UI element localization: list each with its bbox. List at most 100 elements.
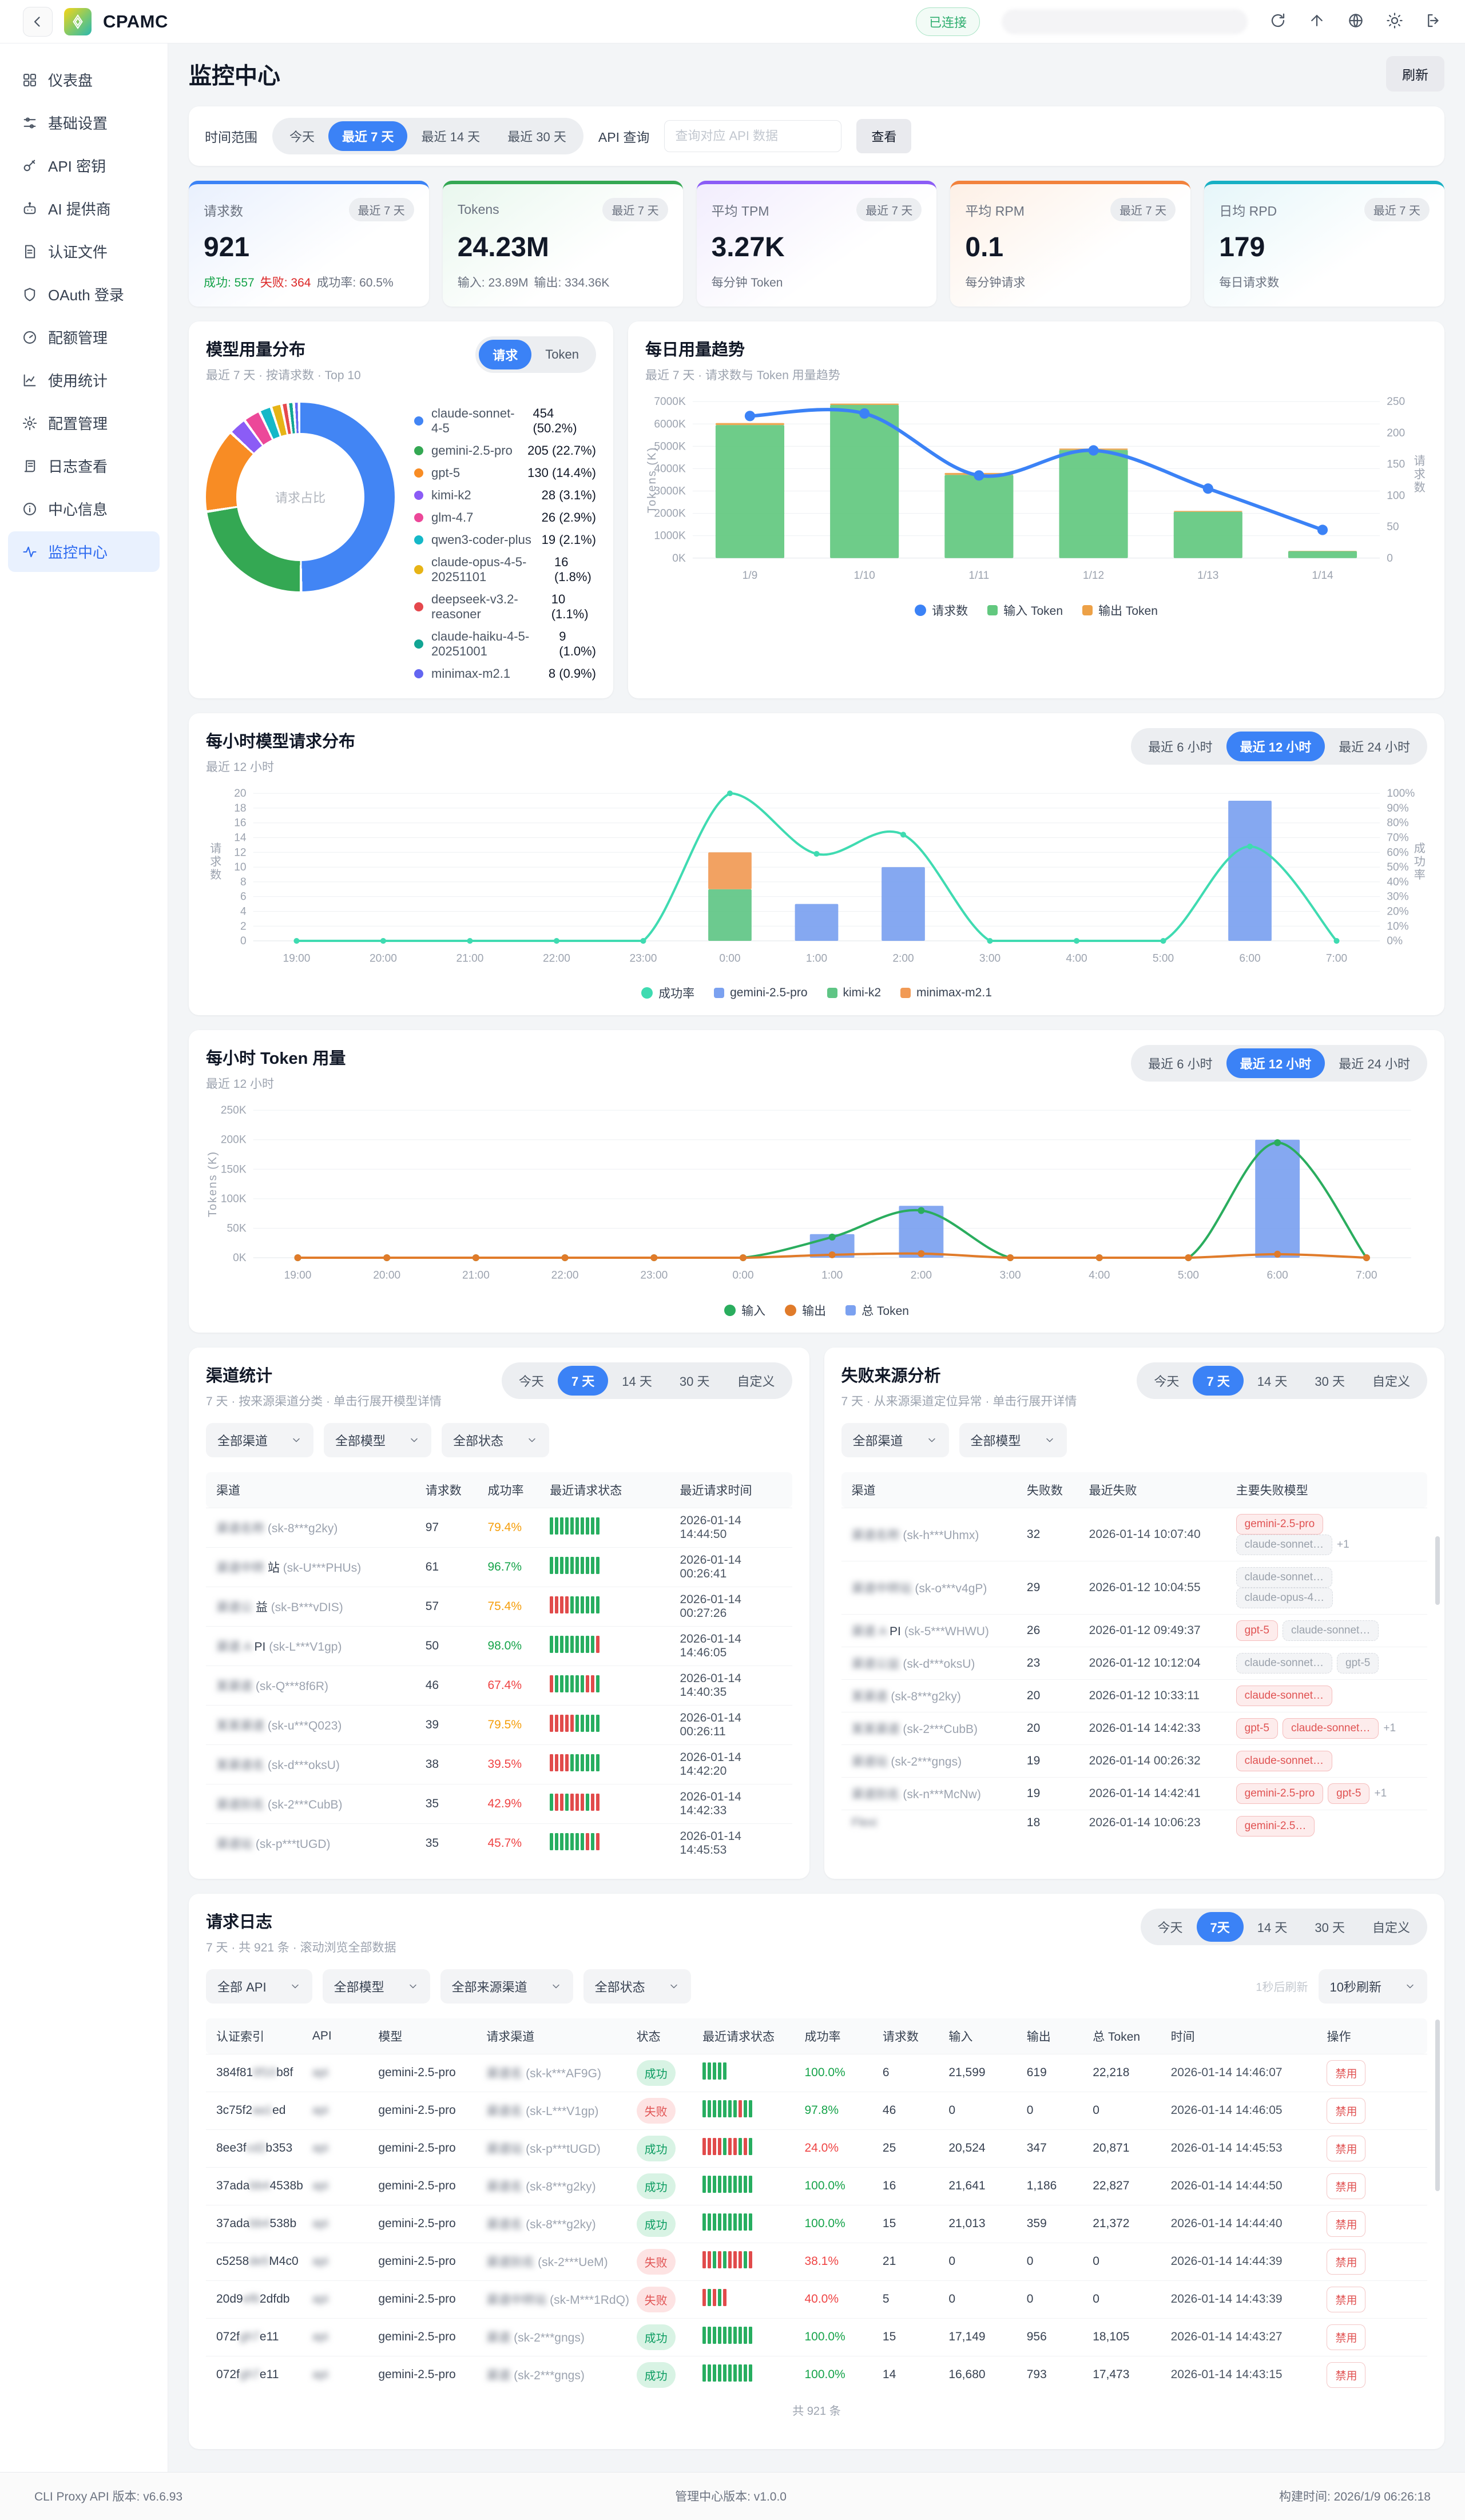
range-tab[interactable]: 7 天	[1193, 1366, 1243, 1396]
filter-select[interactable]: 全部模型	[959, 1423, 1067, 1457]
table-row[interactable]: 某某渠道 (sk-u***Q023) 39 79.5% 2026-01-14 0…	[206, 1705, 792, 1744]
legend-item[interactable]: 请求数	[915, 602, 968, 619]
range-tab[interactable]: 自定义	[723, 1366, 788, 1396]
range-tab[interactable]: 30 天	[666, 1366, 724, 1396]
range-tab[interactable]: 今天	[1140, 1366, 1193, 1396]
range-tab[interactable]: 14 天	[1244, 1912, 1301, 1942]
table-row[interactable]: 某渠道 (sk-8***g2ky) 20 2026-01-12 10:33:11…	[841, 1679, 1428, 1712]
table-row[interactable]: 072fgh7e11 api gemini-2.5-pro 渠道 (sk-2**…	[206, 2356, 1427, 2394]
model-legend-row[interactable]: glm-4.7 26 (2.9%)	[414, 510, 596, 525]
disable-button[interactable]: 禁用	[1327, 2362, 1365, 2388]
legend-item[interactable]: 输出 Token	[1082, 602, 1158, 619]
range-tab[interactable]: 14 天	[608, 1366, 666, 1396]
filter-select[interactable]: 全部模型	[323, 1969, 430, 2004]
table-row[interactable]: 20d9ef62dfdb api gemini-2.5-pro 渠道中转站 (s…	[206, 2280, 1427, 2318]
sidebar-item[interactable]: 认证文件	[8, 231, 160, 272]
hourly-range-tab[interactable]: 最近 6 小时	[1134, 1048, 1226, 1078]
disable-button[interactable]: 禁用	[1327, 2287, 1365, 2312]
model-legend-row[interactable]: qwen3-coder-plus 19 (2.1%)	[414, 532, 596, 547]
table-row[interactable]: 渠道站 (sk-p***tUGD) 35 45.7% 2026-01-14 14…	[206, 1823, 792, 1863]
time-range-tab[interactable]: 今天	[276, 121, 328, 151]
legend-item[interactable]: gemini-2.5-pro	[714, 986, 807, 1000]
legend-item[interactable]: minimax-m2.1	[900, 986, 992, 1000]
model-legend-row[interactable]: claude-haiku-4-5-20251001 9 (1.0%)	[414, 629, 596, 659]
model-legend-row[interactable]: kimi-k2 28 (3.1%)	[414, 488, 596, 503]
table-row[interactable]: 渠道站 (sk-2***gngs) 19 2026-01-14 00:26:32…	[841, 1744, 1428, 1777]
sidebar-item[interactable]: 使用统计	[8, 360, 160, 400]
table-row[interactable]: 渠道中转站 (sk-o***v4gP) 29 2026-01-12 10:04:…	[841, 1561, 1428, 1614]
model-legend-row[interactable]: minimax-m2.1 8 (0.9%)	[414, 666, 596, 681]
sidebar-item[interactable]: 基础设置	[8, 102, 160, 143]
refresh-icon[interactable]	[1269, 12, 1287, 31]
api-query-input[interactable]	[664, 120, 841, 152]
model-legend-row[interactable]: claude-sonnet-4-5 454 (50.2%)	[414, 406, 596, 436]
model-legend-row[interactable]: gpt-5 130 (14.4%)	[414, 466, 596, 480]
filter-select[interactable]: 全部来源渠道	[440, 1969, 573, 2004]
table-row[interactable]: 某渠道名 (sk-d***oksU) 38 39.5% 2026-01-14 1…	[206, 1744, 792, 1784]
table-row[interactable]: 渠道名称 (sk-8***g2ky) 97 79.4% 2026-01-14 1…	[206, 1508, 792, 1547]
refresh-button[interactable]: 刷新	[1386, 56, 1444, 92]
hourly-range-tab[interactable]: 最近 24 小时	[1325, 732, 1424, 761]
globe-icon[interactable]	[1347, 12, 1364, 31]
filter-select[interactable]: 全部模型	[324, 1423, 431, 1457]
range-tab[interactable]: 30 天	[1301, 1912, 1359, 1942]
filter-select[interactable]: 全部状态	[442, 1423, 549, 1457]
model-metric-tab[interactable]: Token	[531, 341, 593, 368]
disable-button[interactable]: 禁用	[1327, 2060, 1365, 2086]
table-row[interactable]: 渠道名称 (sk-h***Uhmx) 32 2026-01-14 10:07:4…	[841, 1508, 1428, 1561]
filter-select[interactable]: 全部渠道	[841, 1423, 949, 1457]
table-row[interactable]: 渠道公益 (sk-d***oksU) 23 2026-01-12 10:12:0…	[841, 1647, 1428, 1679]
table-row[interactable]: 某某渠道 (sk-2***CubB) 20 2026-01-14 14:42:3…	[841, 1712, 1428, 1744]
table-row[interactable]: 072fgh7e11 api gemini-2.5-pro 渠道 (sk-2**…	[206, 2318, 1427, 2356]
range-tab[interactable]: 今天	[1144, 1912, 1197, 1942]
scrollbar[interactable]	[1435, 2020, 1440, 2191]
hourly-range-tab[interactable]: 最近 12 小时	[1226, 1048, 1325, 1078]
table-row[interactable]: 37adabb44538b api gemini-2.5-pro 渠道名 (sk…	[206, 2167, 1427, 2205]
table-row[interactable]: 渠道别名 (sk-2***CubB) 35 42.9% 2026-01-14 1…	[206, 1784, 792, 1823]
hourly-range-tab[interactable]: 最近 12 小时	[1226, 732, 1325, 761]
range-tab[interactable]: 自定义	[1359, 1366, 1424, 1396]
filter-select[interactable]: 全部 API	[206, 1969, 312, 2004]
model-legend-row[interactable]: claude-opus-4-5-20251101 16 (1.8%)	[414, 555, 596, 585]
logout-icon[interactable]	[1425, 12, 1442, 31]
upload-icon[interactable]	[1308, 12, 1325, 31]
legend-item[interactable]: 输入	[724, 1302, 765, 1319]
theme-sun-icon[interactable]	[1386, 12, 1403, 31]
table-row[interactable]: 渠道公 益 (sk-B***vDIS) 57 75.4% 2026-01-14 …	[206, 1587, 792, 1626]
sidebar-item[interactable]: 中心信息	[8, 488, 160, 529]
table-row[interactable]: 3c75f2aa1ed api gemini-2.5-pro 渠道名 (sk-L…	[206, 2092, 1427, 2129]
time-range-tab[interactable]: 最近 7 天	[328, 121, 407, 151]
hourly-range-tab[interactable]: 最近 6 小时	[1134, 732, 1226, 761]
sidebar-item[interactable]: 配额管理	[8, 317, 160, 357]
filter-select[interactable]: 全部渠道	[206, 1423, 313, 1457]
model-metric-tab[interactable]: 请求	[479, 340, 531, 369]
refresh-interval-select[interactable]: 10秒刷新	[1319, 1969, 1427, 2004]
sidebar-item[interactable]: 配置管理	[8, 403, 160, 443]
sidebar-item[interactable]: AI 提供商	[8, 188, 160, 229]
table-row[interactable]: 渠道 A PI (sk-L***V1gp) 50 98.0% 2026-01-1…	[206, 1626, 792, 1666]
legend-item[interactable]: kimi-k2	[827, 986, 882, 1000]
table-row[interactable]: 渠道 A PI (sk-5***WHWU) 26 2026-01-12 09:4…	[841, 1614, 1428, 1647]
sidebar-item[interactable]: OAuth 登录	[8, 274, 160, 315]
legend-item[interactable]: 总 Token	[845, 1302, 909, 1319]
disable-button[interactable]: 禁用	[1327, 2136, 1365, 2161]
disable-button[interactable]: 禁用	[1327, 2211, 1365, 2237]
sidebar-item[interactable]: 监控中心	[8, 531, 160, 572]
disable-button[interactable]: 禁用	[1327, 2324, 1365, 2350]
table-row[interactable]: c5258de5M4c0 api gemini-2.5-pro 渠道别名 (sk…	[206, 2243, 1427, 2280]
sidebar-item[interactable]: API 密钥	[8, 145, 160, 186]
sidebar-item[interactable]: 日志查看	[8, 446, 160, 486]
table-row[interactable]: Flexi 18 2026-01-14 10:06:23 gemini-2.5…	[841, 1810, 1428, 1839]
disable-button[interactable]: 禁用	[1327, 2249, 1365, 2275]
disable-button[interactable]: 禁用	[1327, 2098, 1365, 2124]
sidebar-item[interactable]: 仪表盘	[8, 59, 160, 100]
hourly-range-tab[interactable]: 最近 24 小时	[1325, 1048, 1424, 1078]
time-range-tab[interactable]: 最近 14 天	[407, 121, 494, 151]
table-row[interactable]: 384f810f10b8f api gemini-2.5-pro 渠道名 (sk…	[206, 2054, 1427, 2092]
model-legend-row[interactable]: gemini-2.5-pro 205 (22.7%)	[414, 443, 596, 458]
range-tab[interactable]: 7天	[1197, 1912, 1244, 1942]
model-legend-row[interactable]: deepseek-v3.2-reasoner 10 (1.1%)	[414, 592, 596, 622]
range-tab[interactable]: 自定义	[1359, 1912, 1424, 1942]
range-tab[interactable]: 7 天	[558, 1366, 608, 1396]
range-tab[interactable]: 14 天	[1244, 1366, 1301, 1396]
